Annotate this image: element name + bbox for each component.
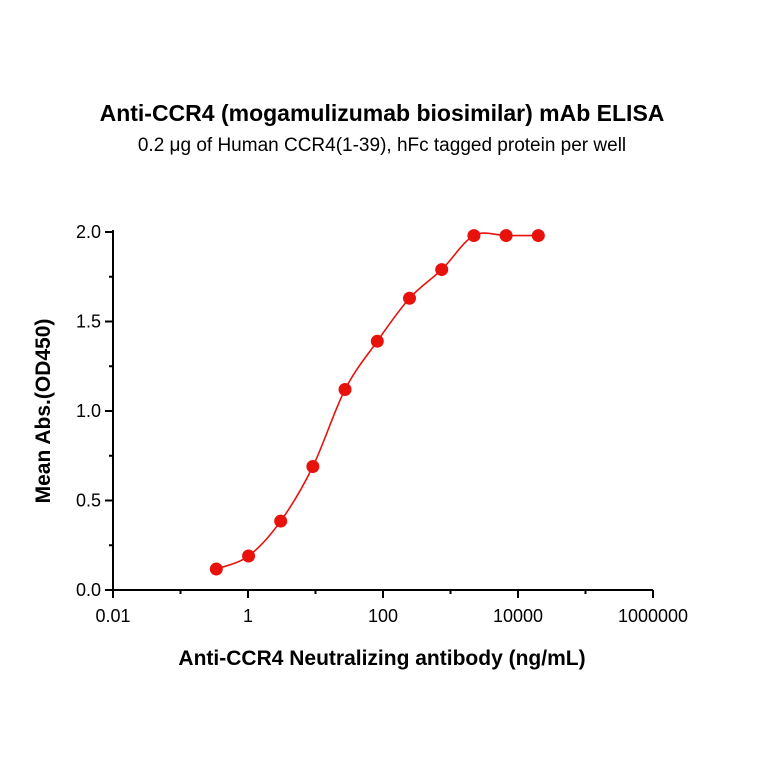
chart-title: Anti-CCR4 (mogamulizumab biosimilar) mAb… [100,100,665,126]
x-tick-label: 1000000 [618,606,688,626]
x-tick-label: 1 [243,606,253,626]
y-axis-label: Mean Abs.(OD450) [32,319,55,504]
x-tick-label: 100 [368,606,398,626]
data-point [338,383,352,397]
data-points [209,229,545,576]
chart-subtitle: 0.2 μg of Human CCR4(1-39), hFc tagged p… [138,135,626,156]
data-point [467,229,481,243]
data-point [209,562,223,576]
data-point [403,291,417,305]
data-point [435,263,449,277]
x-tick-label: 0.01 [95,606,130,626]
data-point [306,459,320,473]
axes: 0.0 0.5 1.0 1.5 2.0 0.01 1 100 10000 1000000 [76,222,688,626]
x-axis-label: Anti-CCR4 Neutralizing antibody (ng/mL) [178,647,585,670]
data-point [274,514,288,528]
data-point [499,229,513,243]
data-point [370,334,384,348]
y-tick-label: 2.0 [76,222,101,242]
x-tick-label: 10000 [493,606,543,626]
y-tick-label: 0.5 [76,491,101,511]
fit-curve [212,232,543,572]
y-tick-label: 0.0 [76,580,101,600]
data-point [531,229,545,243]
y-tick-label: 1.0 [76,401,101,421]
y-tick-label: 1.5 [76,312,101,332]
data-point [242,549,256,563]
